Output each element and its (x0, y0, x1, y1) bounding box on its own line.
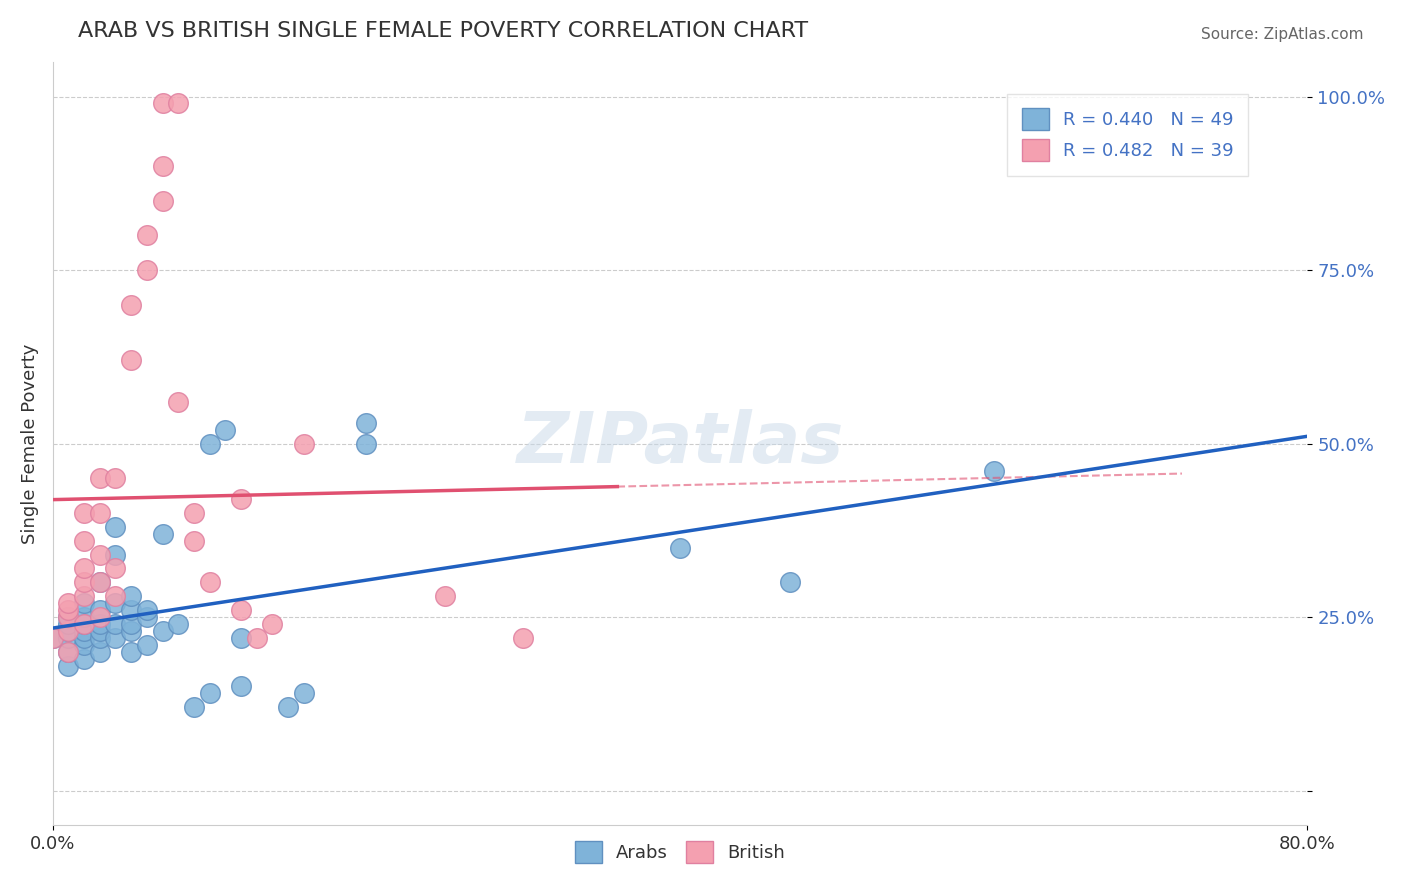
Text: ARAB VS BRITISH SINGLE FEMALE POVERTY CORRELATION CHART: ARAB VS BRITISH SINGLE FEMALE POVERTY CO… (77, 21, 808, 41)
Point (73, 651, 96, 665)
Point (356, 436, 378, 450)
Point (152, 624, 174, 638)
Point (214, 423, 236, 437)
Point (41, 631, 63, 645)
Point (58, 624, 80, 638)
Legend: Arabs, British: Arabs, British (560, 826, 800, 878)
Point (104, 561, 127, 575)
Point (73, 506, 96, 520)
Point (73, 624, 96, 638)
Text: Source: ZipAtlas.com: Source: ZipAtlas.com (1201, 27, 1364, 42)
Point (167, 617, 190, 632)
Point (89, 617, 111, 632)
Point (229, 631, 252, 645)
Point (135, 263, 157, 277)
Point (183, 506, 205, 520)
Point (246, 631, 269, 645)
Point (120, 624, 142, 638)
Point (512, 631, 534, 645)
Point (779, 575, 801, 590)
Point (58, 645, 80, 659)
Point (58, 624, 80, 638)
Point (104, 631, 127, 645)
Point (89, 575, 111, 590)
Point (152, 96, 174, 111)
Point (277, 700, 299, 714)
Point (292, 686, 315, 700)
Point (135, 638, 157, 652)
Point (89, 506, 111, 520)
Point (198, 575, 221, 590)
Point (73, 610, 96, 624)
Point (152, 159, 174, 173)
Point (58, 658, 80, 673)
Point (73, 596, 96, 610)
Point (262, 617, 284, 632)
Point (104, 471, 127, 485)
Point (73, 631, 96, 645)
Point (229, 680, 252, 694)
Point (89, 575, 111, 590)
Point (73, 617, 96, 632)
Point (983, 464, 1005, 478)
Point (73, 533, 96, 548)
Point (89, 631, 111, 645)
Point (183, 700, 205, 714)
Point (104, 596, 127, 610)
Point (229, 491, 252, 506)
Point (73, 561, 96, 575)
Point (58, 603, 80, 617)
Text: ZIPatlas: ZIPatlas (516, 409, 844, 478)
Point (104, 617, 127, 632)
Point (73, 617, 96, 632)
Point (292, 436, 315, 450)
Point (433, 589, 456, 603)
Point (58, 596, 80, 610)
Point (229, 603, 252, 617)
Point (167, 395, 190, 409)
Point (58, 645, 80, 659)
Point (152, 526, 174, 541)
Y-axis label: Single Female Poverty: Single Female Poverty (21, 343, 39, 544)
Point (167, 96, 190, 111)
Point (669, 541, 692, 555)
Point (120, 353, 142, 368)
Point (120, 645, 142, 659)
Point (41, 631, 63, 645)
Point (120, 617, 142, 632)
Point (73, 575, 96, 590)
Point (120, 603, 142, 617)
Point (58, 610, 80, 624)
Point (356, 416, 378, 430)
Point (89, 471, 111, 485)
Point (198, 436, 221, 450)
Point (135, 228, 157, 243)
Point (120, 589, 142, 603)
Point (183, 533, 205, 548)
Point (104, 589, 127, 603)
Point (120, 298, 142, 312)
Point (89, 645, 111, 659)
Point (58, 610, 80, 624)
Point (104, 548, 127, 562)
Point (73, 589, 96, 603)
Point (89, 610, 111, 624)
Point (89, 603, 111, 617)
Point (89, 624, 111, 638)
Point (104, 520, 127, 534)
Point (89, 548, 111, 562)
Point (152, 194, 174, 208)
Point (58, 617, 80, 632)
Point (135, 610, 157, 624)
Point (198, 686, 221, 700)
Point (73, 638, 96, 652)
Point (135, 603, 157, 617)
Point (58, 631, 80, 645)
